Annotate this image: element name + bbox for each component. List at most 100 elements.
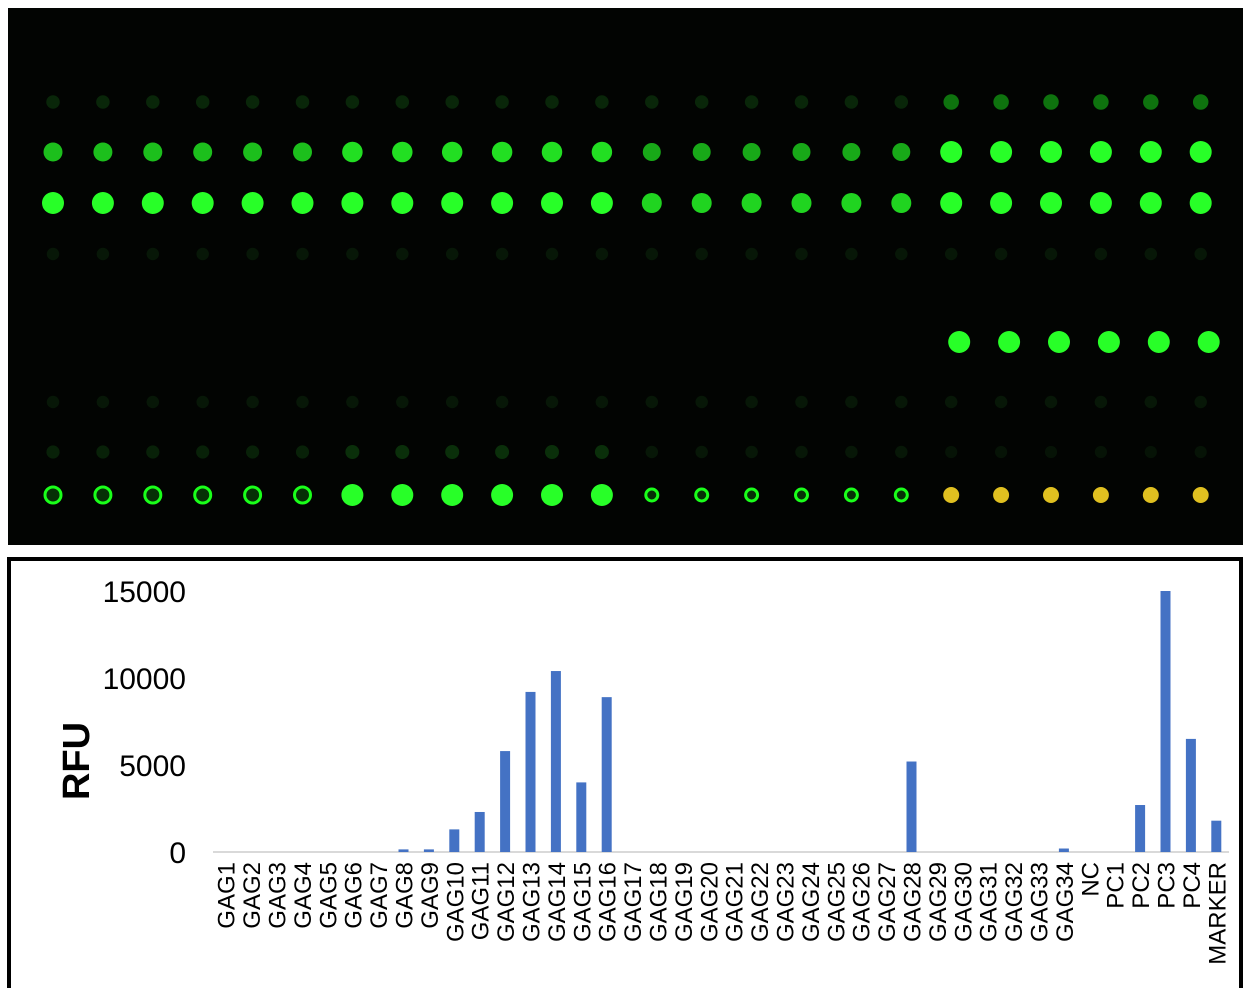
array-spot (895, 395, 908, 409)
array-spot (1139, 141, 1162, 163)
x-tick-label: GAG13 (519, 862, 546, 942)
array-spot (993, 94, 1009, 110)
array-spot (1094, 247, 1108, 261)
bar (449, 829, 460, 852)
array-spot (146, 395, 160, 409)
array-spot (445, 395, 459, 409)
bar-chart-svg: RFU 050001000015000GAG1GAG2GAG3GAG4GAG5G… (56, 576, 1231, 965)
x-tick-label: PC1 (1103, 862, 1130, 909)
array-spot-ring (193, 485, 213, 505)
y-tick-label: 5000 (119, 750, 186, 783)
array-spot (945, 445, 958, 459)
array-spot (691, 193, 712, 213)
array-spot (141, 192, 164, 214)
array-spot (745, 445, 758, 459)
array-spot (395, 445, 410, 459)
array-spot (42, 192, 64, 214)
array-spot (742, 143, 761, 161)
array-spot (795, 395, 808, 409)
array-spot (1097, 331, 1120, 353)
bar (1135, 805, 1146, 852)
array-spot (1194, 395, 1207, 409)
array-spot (495, 247, 509, 261)
array-spot (196, 445, 210, 459)
array-spot (246, 445, 260, 459)
array-spot (994, 247, 1008, 261)
x-tick-label: GAG4 (290, 862, 317, 929)
array-spot (1194, 247, 1207, 261)
array-spot (990, 141, 1013, 163)
x-tick-label: GAG27 (874, 862, 901, 942)
array-spot (990, 192, 1013, 214)
array-spot (894, 95, 909, 109)
array-spot (96, 395, 110, 409)
x-tick-label: GAG8 (392, 862, 419, 929)
array-spot (944, 247, 958, 261)
array-spot (844, 95, 859, 109)
array-spot-ring (694, 487, 710, 503)
array-spot (1144, 445, 1157, 459)
array-spot (1139, 192, 1162, 214)
y-tick-label: 15000 (103, 576, 186, 609)
x-tick-label: GAG29 (925, 862, 952, 942)
array-spot (346, 395, 359, 409)
array-spot (940, 141, 963, 163)
array-spot (591, 141, 613, 163)
array-spot (96, 95, 110, 109)
array-spot (445, 247, 459, 261)
array-spot (246, 395, 259, 409)
dot-blot-array-image (8, 8, 1243, 545)
array-spot (695, 247, 708, 261)
array-spot (891, 193, 912, 213)
x-tick-label: PC3 (1154, 862, 1181, 909)
bar (601, 697, 612, 852)
array-spot (445, 445, 460, 459)
array-spot (1189, 192, 1212, 214)
array-spot (96, 445, 110, 459)
array-spot (1094, 395, 1108, 409)
bar (906, 761, 917, 852)
array-spot (695, 395, 708, 409)
array-spot (395, 95, 410, 109)
array-spot-ring (843, 487, 859, 503)
array-spot-ring (243, 485, 263, 505)
array-spot (46, 95, 60, 109)
array-spot (491, 192, 514, 214)
array-spot (146, 95, 160, 109)
x-tick-label: GAG21 (722, 862, 749, 942)
array-spot (46, 247, 60, 261)
x-tick-label: GAG11 (468, 862, 495, 940)
array-spot (1089, 141, 1112, 163)
array-spot (1040, 141, 1062, 163)
x-tick-label: GAG25 (823, 862, 850, 942)
array-spot (392, 141, 413, 163)
bar (1160, 591, 1171, 852)
array-spot (1044, 445, 1058, 459)
array-spot (293, 142, 312, 162)
array-spot (495, 95, 509, 109)
array-spot (845, 445, 858, 459)
array-spot (940, 192, 963, 214)
array-spot (590, 484, 613, 506)
array-spot (841, 193, 862, 213)
array-spot (93, 142, 113, 162)
array-spot (196, 247, 209, 261)
array-spot (1197, 331, 1220, 353)
bar (1211, 820, 1222, 852)
array-spot (545, 395, 559, 409)
array-spot (895, 247, 908, 261)
bar (1185, 738, 1196, 852)
array-spot (1040, 192, 1062, 214)
array-spot (96, 247, 110, 261)
array-spot (341, 484, 364, 506)
array-spot (1094, 445, 1107, 459)
array-spot (246, 247, 259, 261)
array-spot-marker (1043, 487, 1059, 503)
x-tick-label: GAG26 (849, 862, 876, 942)
array-spot (146, 247, 160, 261)
array-spot (1043, 94, 1059, 110)
array-spot (1144, 395, 1158, 409)
array-spot (1192, 94, 1209, 110)
array-spot-marker (1092, 487, 1109, 503)
rfu-bar-chart: RFU 0 5000 10000 15000 GAG1 GAG2 GAG3 GAG4 GAG5 G… (7, 557, 1243, 988)
